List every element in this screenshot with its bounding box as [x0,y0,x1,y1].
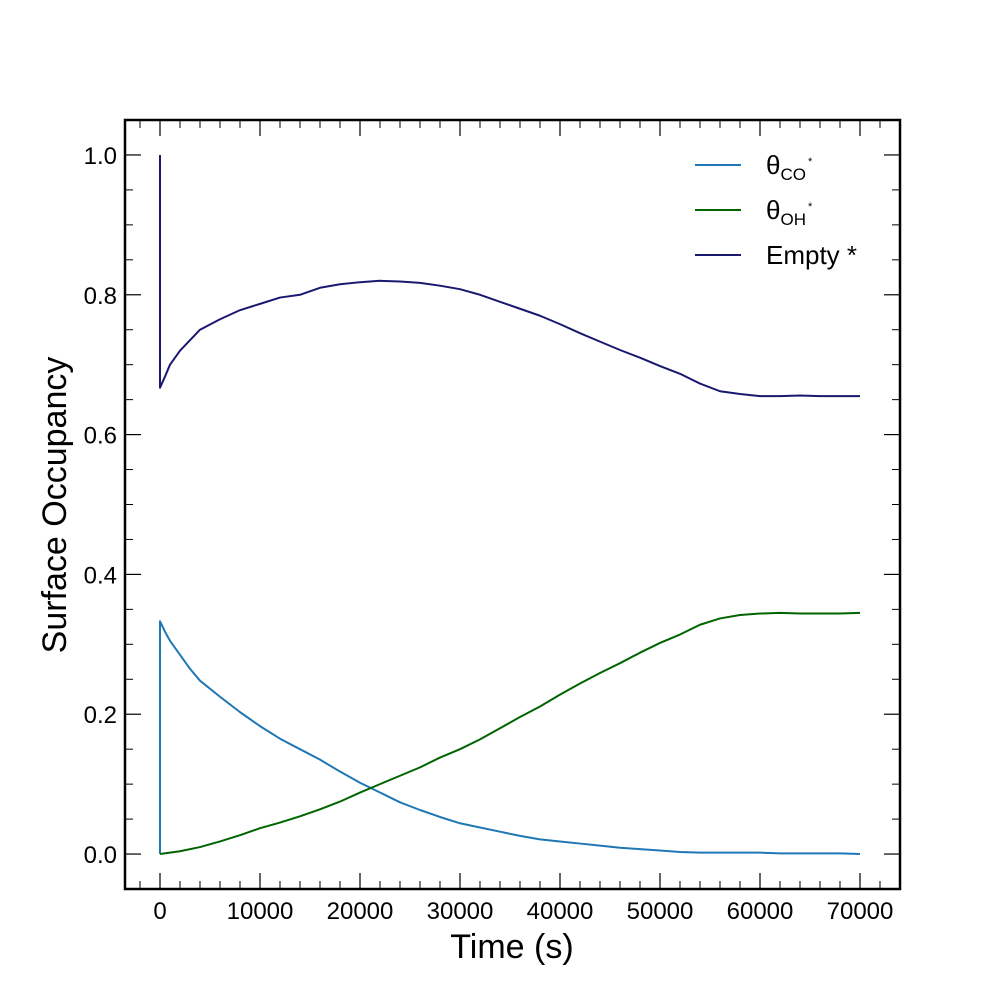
x-tick-label: 50000 [627,898,694,925]
series-line-2 [159,154,860,398]
y-tick-label: 0.4 [84,562,117,589]
lines-layer [159,154,861,856]
x-tick-label: 30000 [427,898,494,925]
plot-frame [123,118,902,891]
y-tick-label: 1.0 [84,143,117,170]
y-axis-title: Surface Occupancy [36,357,74,654]
x-tick-label: 0 [153,898,166,925]
legend: θCO* θOH* Empty * [695,150,857,270]
x-tick-label: 10000 [227,898,294,925]
labels-layer: 0 10000 20000 30000 40000 50000 60000 70000 0.0 0… [84,143,894,925]
legend-label-0: θCO* [766,150,813,184]
series-line-1 [159,611,861,856]
x-tick-label: 20000 [327,898,394,925]
ticks-layer [125,120,900,889]
y-tick-label: 0.2 [84,702,117,729]
y-tick-label: 0.8 [84,283,117,310]
x-tick-label: 60000 [727,898,794,925]
y-tick-label: 0.6 [84,423,117,450]
x-tick-label: 40000 [527,898,594,925]
x-axis-title: Time (s) [450,928,573,966]
legend-label-1: θOH* [766,195,813,229]
x-tick-label: 70000 [827,898,894,925]
y-tick-label: 0.0 [84,842,117,869]
legend-label-2: Empty * [766,240,857,270]
series-line-0 [159,620,861,856]
